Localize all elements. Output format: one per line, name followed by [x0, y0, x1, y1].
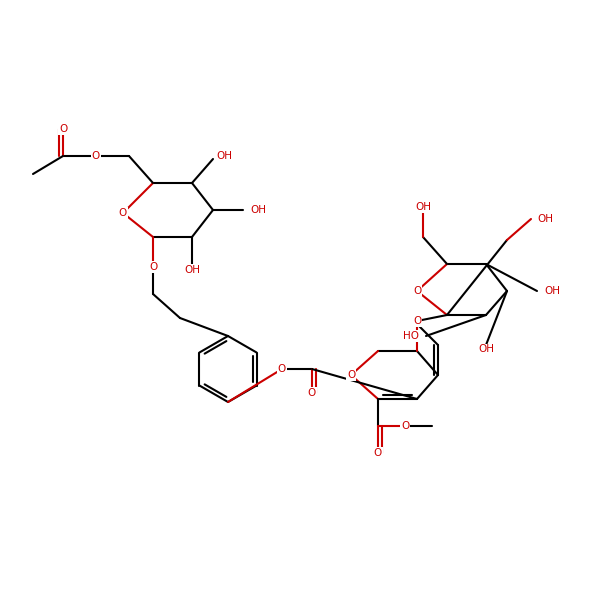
Text: OH: OH	[216, 151, 232, 161]
Text: O: O	[347, 370, 355, 380]
Text: O: O	[59, 124, 67, 134]
Text: OH: OH	[415, 202, 431, 212]
Text: O: O	[119, 208, 127, 218]
Text: OH: OH	[537, 214, 553, 224]
Text: O: O	[278, 364, 286, 374]
Text: O: O	[92, 151, 100, 161]
Text: OH: OH	[250, 205, 266, 215]
Text: OH: OH	[478, 344, 494, 354]
Text: OH: OH	[544, 286, 560, 296]
Text: O: O	[413, 286, 421, 296]
Text: HO: HO	[403, 331, 419, 341]
Text: O: O	[413, 316, 421, 326]
Text: OH: OH	[184, 265, 200, 275]
Text: O: O	[401, 421, 409, 431]
Text: O: O	[374, 448, 382, 458]
Text: O: O	[308, 388, 316, 398]
Text: O: O	[149, 262, 157, 272]
